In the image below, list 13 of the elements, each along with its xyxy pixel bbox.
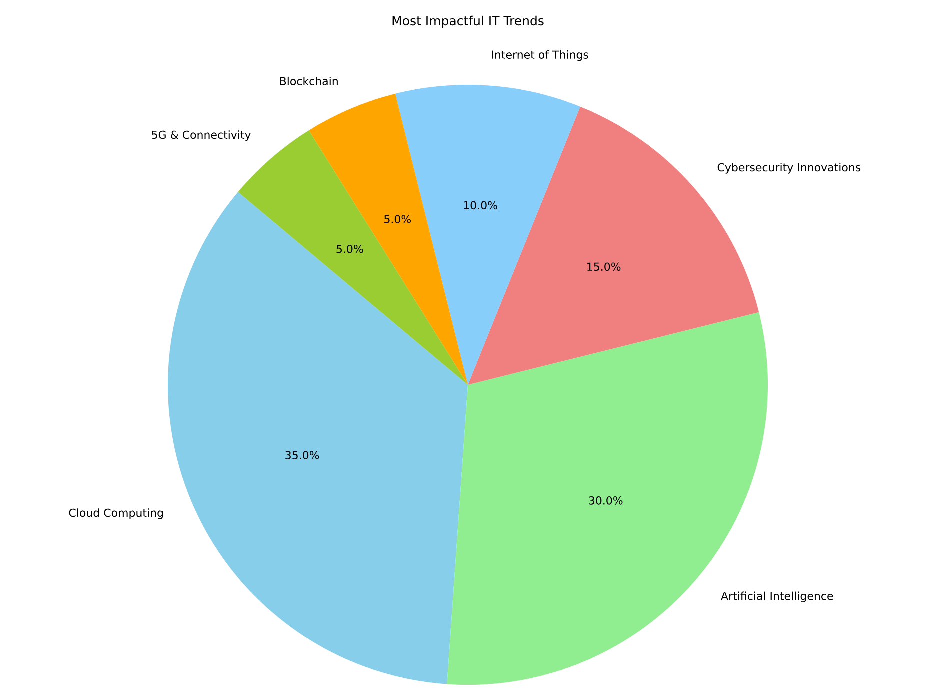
data-label: 15.0%: [588, 262, 621, 272]
data-label: 35.0%: [286, 451, 320, 460]
data-label: 10.0%: [464, 201, 498, 210]
slice-label: Cloud Computing: [69, 508, 164, 520]
slice-label: Artificial Intelligence: [721, 592, 834, 602]
slice-label: Blockchain: [280, 76, 338, 86]
data-label: 30.0%: [589, 496, 623, 505]
slice-label: 5G & Connectivity: [152, 130, 251, 142]
data-label: 5.0%: [384, 215, 412, 224]
data-label: 5.0%: [336, 244, 364, 254]
slice-label: Cybersecurity Innovations: [718, 163, 861, 174]
chart-title: Most Impactful IT Trends: [392, 16, 544, 28]
slice-label: Internet of Things: [492, 50, 588, 62]
